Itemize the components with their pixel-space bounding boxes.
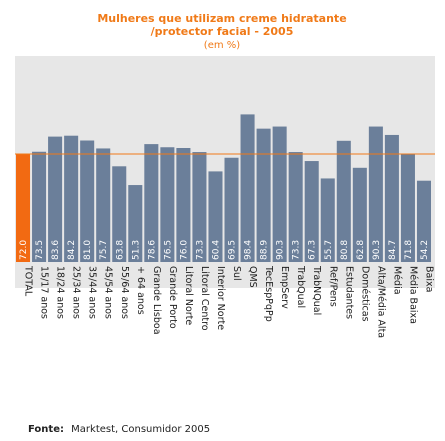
category-label-15: TecEspPqPp bbox=[263, 265, 274, 322]
category-label-7: + 64 anos bbox=[135, 266, 146, 315]
value-label-14: 98.4 bbox=[244, 240, 254, 260]
category-label-12: Interior Norte bbox=[215, 266, 226, 330]
value-label-25: 54.2 bbox=[420, 240, 430, 260]
bar-15 bbox=[256, 128, 271, 262]
category-label-22: Alta/Média Alta bbox=[375, 266, 386, 338]
value-label-19: 55.7 bbox=[324, 240, 334, 260]
value-label-22: 90.3 bbox=[372, 240, 382, 260]
value-label-9: 76.5 bbox=[163, 240, 173, 260]
category-label-9: Grande Porto bbox=[167, 266, 178, 329]
bar-12 bbox=[208, 171, 223, 262]
category-label-18: TrabNQual bbox=[311, 265, 322, 315]
bar-16 bbox=[272, 126, 287, 262]
bar-8 bbox=[144, 144, 159, 262]
category-label-0: TOTAL bbox=[23, 265, 34, 297]
category-label-10: Litoral Norte bbox=[183, 266, 194, 325]
value-label-23: 84.7 bbox=[388, 240, 398, 260]
category-label-14: QMS bbox=[247, 266, 258, 288]
category-label-25: Baixa bbox=[423, 266, 434, 292]
source-label: Fonte: bbox=[28, 424, 64, 435]
chart-title: Mulheres que utilizam creme hidratante bbox=[97, 12, 346, 25]
category-label-6: 55/64 anos bbox=[119, 266, 130, 319]
source-text: Marktest, Consumidor 2005 bbox=[71, 424, 210, 435]
bar-13 bbox=[224, 157, 239, 262]
value-label-24: 71.8 bbox=[404, 240, 414, 260]
bar-10 bbox=[176, 148, 191, 262]
value-label-17: 73.3 bbox=[292, 240, 302, 260]
value-label-11: 73.3 bbox=[195, 240, 205, 260]
bar-25 bbox=[416, 180, 431, 262]
value-label-15: 88.9 bbox=[260, 240, 270, 260]
value-label-1: 73.5 bbox=[35, 240, 45, 260]
bar-17 bbox=[288, 152, 303, 262]
category-label-17: TrabQual bbox=[295, 265, 306, 308]
value-label-10: 76.0 bbox=[179, 240, 189, 260]
bar-22 bbox=[368, 126, 383, 262]
category-label-5: 45/54 anos bbox=[103, 266, 114, 319]
value-label-8: 78.6 bbox=[147, 240, 157, 260]
value-label-6: 63.8 bbox=[115, 240, 125, 260]
bar-14 bbox=[240, 114, 255, 263]
chart-title-line-2: /protector facial - 2005 bbox=[151, 25, 294, 38]
value-label-20: 80.8 bbox=[340, 240, 350, 260]
category-label-19: Ref/Pens bbox=[327, 266, 338, 307]
bar-18 bbox=[304, 161, 319, 262]
bar-19 bbox=[320, 178, 335, 262]
bars: 72.0 73.5 83.6 84.2 81.0 75.7 63.8 51.3 78.6 76.5… bbox=[15, 114, 435, 263]
bar-23 bbox=[384, 134, 399, 262]
bar-0 bbox=[16, 154, 31, 262]
bar-9 bbox=[160, 147, 175, 262]
bar-20 bbox=[336, 140, 351, 262]
category-label-2: 18/24 anos bbox=[55, 266, 66, 319]
bar-11 bbox=[192, 152, 207, 262]
value-label-21: 62.8 bbox=[356, 240, 366, 260]
category-label-1: 15/17 anos bbox=[39, 266, 50, 319]
bar-21 bbox=[352, 167, 367, 262]
value-label-0: 72.0 bbox=[19, 240, 29, 260]
bar-24 bbox=[400, 154, 415, 262]
category-label-11: Litoral Centro bbox=[199, 266, 210, 331]
value-label-12: 60.4 bbox=[211, 240, 221, 260]
value-label-3: 84.2 bbox=[67, 240, 77, 260]
value-label-13: 69.5 bbox=[228, 240, 238, 260]
category-label-4: 35/44 anos bbox=[87, 266, 98, 319]
category-label-20: Estudantes bbox=[343, 266, 354, 319]
category-label-8: Grande Lisboa bbox=[151, 266, 162, 335]
bar-5 bbox=[96, 148, 111, 262]
category-label-3: 25/34 anos bbox=[71, 266, 82, 319]
category-label-23: Média bbox=[391, 266, 402, 295]
category-label-21: Domésticas bbox=[359, 266, 370, 322]
value-label-16: 90.3 bbox=[276, 240, 286, 260]
bar-6 bbox=[112, 166, 127, 262]
value-label-7: 51.3 bbox=[131, 240, 141, 260]
chart-subtitle: (em %) bbox=[204, 40, 240, 51]
bar-3 bbox=[64, 135, 79, 262]
bar-2 bbox=[48, 136, 63, 262]
value-label-5: 75.7 bbox=[99, 240, 109, 260]
category-labels: TOTAL 15/17 anos 18/24 anos 25/34 anos 35/44… bbox=[23, 265, 435, 338]
value-label-18: 67.3 bbox=[308, 240, 318, 260]
bar-1 bbox=[32, 151, 47, 262]
value-label-2: 83.6 bbox=[51, 240, 61, 260]
bar-4 bbox=[80, 140, 95, 262]
category-label-16: EmpServ bbox=[279, 266, 290, 309]
category-label-13: Sul bbox=[231, 266, 242, 281]
category-label-24: Média Baixa bbox=[407, 266, 418, 324]
source-note: Fonte: Marktest, Consumidor 2005 bbox=[28, 424, 210, 435]
bar-7 bbox=[128, 185, 143, 262]
value-label-4: 81.0 bbox=[83, 240, 93, 260]
